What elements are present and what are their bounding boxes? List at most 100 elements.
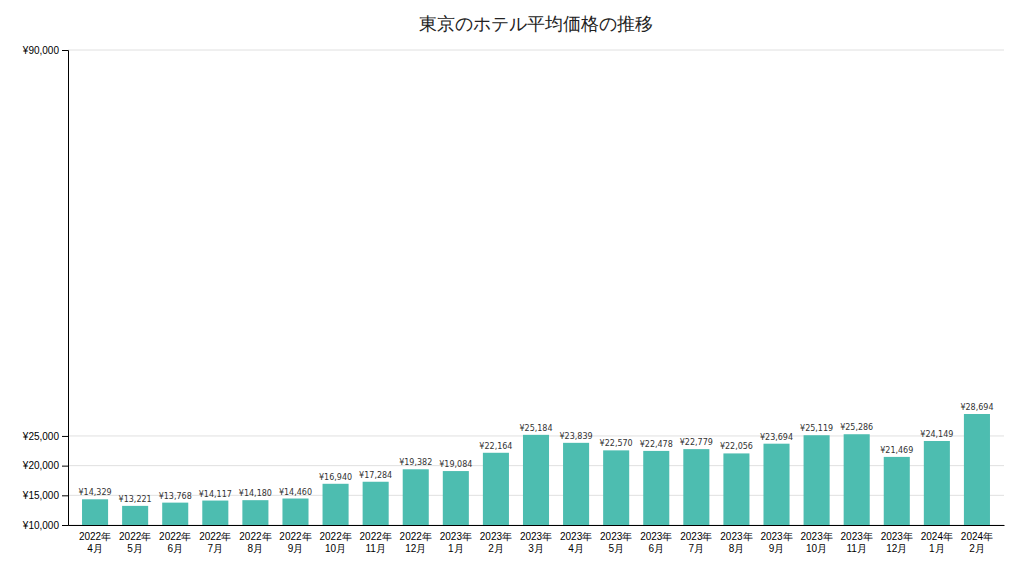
data-label: ¥22,056	[720, 442, 753, 451]
x-tick-label: 2023年1月	[440, 531, 472, 554]
data-label: ¥24,149	[920, 430, 953, 439]
bar	[443, 471, 469, 525]
x-tick-label-line: 2023年	[720, 531, 752, 542]
x-tick-label-line: 2024年	[961, 531, 993, 542]
x-tick-label-line: 2022年	[239, 531, 271, 542]
x-tick-label-line: 9月	[769, 543, 785, 554]
y-tick: ¥90,000	[22, 45, 68, 56]
x-tick-label-line: 8月	[729, 543, 745, 554]
x-tick-label-line: 10月	[806, 543, 827, 554]
data-label: ¥14,329	[79, 488, 112, 497]
x-tick-label: 2022年11月	[360, 531, 392, 554]
bars	[82, 414, 990, 525]
bar	[122, 506, 148, 525]
y-tick: ¥10,000	[22, 520, 68, 531]
bar	[282, 499, 308, 525]
x-tick-label-line: 4月	[87, 543, 103, 554]
data-label: ¥13,221	[119, 495, 152, 504]
x-tick-label-line: 2023年	[640, 531, 672, 542]
grid	[68, 50, 1004, 525]
x-tick: 2022年9月	[279, 531, 311, 554]
data-label: ¥25,184	[519, 424, 552, 433]
y-tick-mark	[62, 525, 68, 526]
x-tick-label-line: 12月	[405, 543, 426, 554]
x-tick-label-line: 10月	[325, 543, 346, 554]
x-tick: 2023年2月	[480, 531, 512, 554]
data-label: ¥22,478	[640, 440, 673, 449]
x-tick-label: 2023年11月	[841, 531, 873, 554]
data-label: ¥22,779	[680, 438, 713, 447]
x-tick: 2023年6月	[640, 531, 672, 554]
x-tick-label-line: 2022年	[400, 531, 432, 542]
data-label: ¥23,839	[560, 432, 593, 441]
bar	[82, 499, 108, 525]
bar	[523, 435, 549, 525]
x-tick-label-line: 2022年	[279, 531, 311, 542]
data-label: ¥13,768	[159, 492, 192, 501]
x-tick-label-line: 2022年	[360, 531, 392, 542]
x-tick-label-line: 11月	[365, 543, 385, 554]
bar	[242, 500, 268, 525]
x-tick-label-line: 2022年	[199, 531, 231, 542]
x-tick: 2023年4月	[560, 531, 592, 554]
data-label: ¥19,084	[439, 460, 472, 469]
y-tick-label: ¥90,000	[22, 45, 60, 56]
bar	[884, 457, 910, 525]
x-tick: 2023年7月	[680, 531, 712, 554]
x-tick-label-line: 1月	[448, 543, 464, 554]
data-label: ¥22,164	[479, 442, 512, 451]
x-tick-label-line: 2023年	[680, 531, 712, 542]
data-label: ¥14,117	[199, 490, 232, 499]
x-tick-label: 2023年6月	[640, 531, 672, 554]
x-tick-label: 2022年4月	[79, 531, 111, 554]
bar	[363, 482, 389, 525]
x-tick-label: 2022年6月	[159, 531, 191, 554]
x-tick-label-line: 2月	[969, 543, 985, 554]
bar	[964, 414, 990, 525]
y-tick-mark	[62, 466, 68, 467]
y-tick-mark	[62, 436, 68, 437]
y-tick-label: ¥20,000	[22, 460, 60, 471]
bar	[844, 434, 870, 525]
x-tick-label-line: 6月	[648, 543, 664, 554]
x-tick-label: 2023年12月	[881, 531, 913, 554]
x-tick-label: 2024年2月	[961, 531, 993, 554]
x-tick-label-line: 2024年	[921, 531, 953, 542]
data-label: ¥19,382	[399, 458, 432, 467]
x-tick-label-line: 12月	[886, 543, 907, 554]
x-tick-label-line: 7月	[689, 543, 705, 554]
data-label: ¥17,284	[359, 471, 392, 480]
x-tick-label-line: 2023年	[881, 531, 913, 542]
y-tick-mark	[62, 495, 68, 496]
data-label: ¥14,460	[279, 488, 312, 497]
chart: ¥10,000¥15,000¥20,000¥25,000¥90,0002022年…	[0, 0, 1024, 573]
bar	[563, 443, 589, 525]
data-labels: ¥14,329¥13,221¥13,768¥14,117¥14,180¥14,4…	[79, 403, 994, 504]
x-tick-label: 2022年5月	[119, 531, 151, 554]
x-tick-label-line: 2月	[488, 543, 504, 554]
x-tick: 2022年10月	[319, 531, 351, 554]
x-tick: 2023年1月	[440, 531, 472, 554]
x-tick-label: 2023年2月	[480, 531, 512, 554]
x-tick-label: 2023年7月	[680, 531, 712, 554]
bar	[202, 501, 228, 525]
grid-line	[68, 50, 1004, 51]
x-tick: 2023年12月	[881, 531, 913, 554]
x-axis: 2022年4月2022年5月2022年6月2022年7月2022年8月2022年…	[69, 526, 1005, 555]
bar	[483, 453, 509, 525]
x-tick-label: 2023年9月	[760, 531, 792, 554]
x-axis-line	[69, 525, 1005, 526]
x-tick-label: 2022年9月	[279, 531, 311, 554]
x-tick: 2023年5月	[600, 531, 632, 554]
x-tick-label-line: 2022年	[319, 531, 351, 542]
x-tick: 2023年10月	[800, 531, 832, 554]
bar	[763, 444, 789, 525]
x-tick-label-line: 2023年	[520, 531, 552, 542]
y-tick: ¥20,000	[22, 460, 68, 471]
x-tick: 2022年7月	[199, 531, 231, 554]
y-tick: ¥25,000	[22, 431, 68, 442]
bar	[643, 451, 669, 525]
title: 東京のホテル平均価格の推移	[419, 13, 653, 34]
bar	[162, 503, 188, 525]
x-tick-label-line: 2023年	[440, 531, 472, 542]
